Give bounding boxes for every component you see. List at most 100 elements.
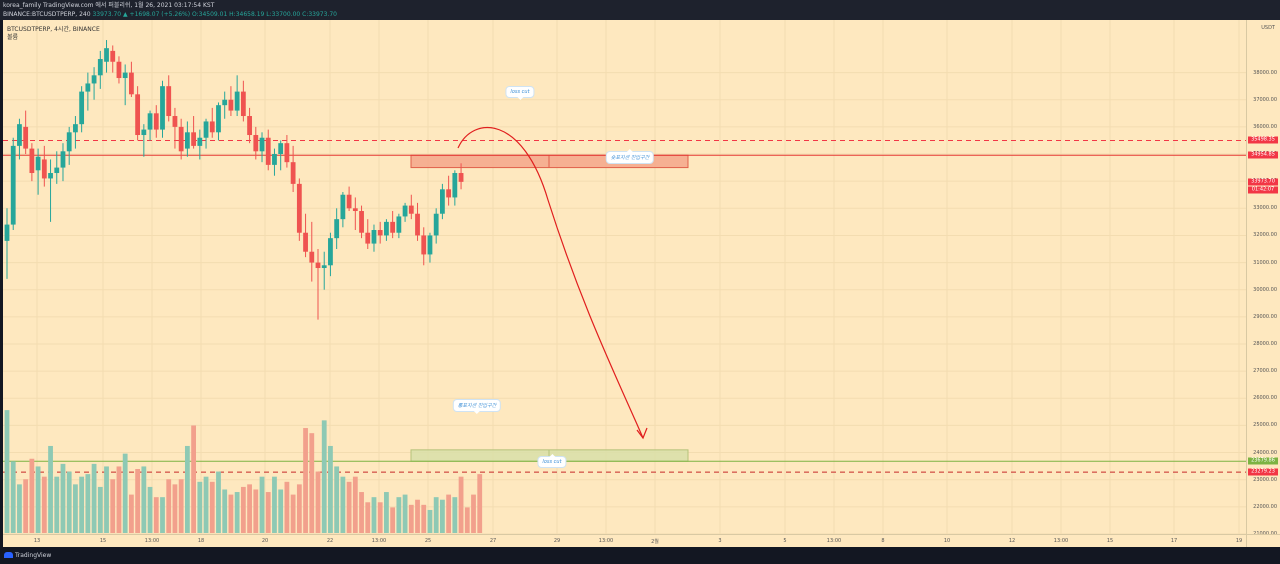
- candle-body: [147, 113, 153, 130]
- candle-body: [365, 232, 371, 244]
- candle-body: [197, 137, 203, 146]
- x-tick-label: 13:00: [826, 538, 842, 544]
- volume-bar: [172, 484, 178, 533]
- volume-bar: [458, 476, 464, 533]
- candle-body: [41, 159, 47, 179]
- price-tag: 01:42:07: [1248, 186, 1278, 194]
- volume-bar: [129, 494, 134, 533]
- projection-arrowhead: [636, 427, 648, 440]
- x-tick-label: 15: [99, 538, 107, 544]
- candle-body: [222, 99, 228, 106]
- candle-body: [234, 91, 240, 111]
- y-tick-label: 21000.00: [1253, 531, 1277, 537]
- candle-body: [10, 145, 16, 225]
- candle-body: [85, 83, 91, 92]
- candle-body: [328, 238, 333, 266]
- symbol-title: BTCUSDTPERP, 4시간, BINANCE: [7, 26, 100, 33]
- candle-body: [265, 137, 271, 165]
- volume-bar: [91, 463, 97, 533]
- candle-body: [315, 262, 321, 269]
- candle-body: [104, 48, 109, 62]
- candle-body: [309, 251, 315, 263]
- candle-body: [4, 224, 10, 241]
- candle-body: [247, 116, 252, 136]
- y-tick-label: 36000.00: [1253, 123, 1277, 130]
- x-tick-label: 8: [881, 538, 885, 544]
- candle-body: [408, 205, 414, 214]
- candle-body: [135, 94, 141, 136]
- volume-bar: [402, 494, 408, 533]
- volume-bar: [17, 484, 22, 533]
- volume-bar: [209, 481, 215, 533]
- volume-bar: [446, 494, 452, 533]
- volume-bar: [228, 494, 234, 533]
- candle-body: [384, 221, 389, 236]
- volume-bar: [122, 453, 128, 533]
- price-tag: 33973.70: [1248, 178, 1278, 186]
- y-tick-label: 38000.00: [1253, 69, 1277, 76]
- price-tag: 35498.35: [1248, 136, 1278, 144]
- candle-body: [352, 208, 358, 212]
- x-tick-label: 22: [326, 538, 334, 544]
- candle-body: [334, 219, 340, 239]
- x-tick-label: 15: [1106, 538, 1114, 544]
- candle-body: [160, 86, 165, 130]
- ohlc-change: ▲ +1698.07 (+5.26%): [123, 11, 191, 18]
- candle-body: [54, 167, 60, 174]
- candle-body: [91, 75, 97, 84]
- ohlc-values: O:34509.01 H:34658.19 L:33700.00 C:33973…: [192, 11, 337, 18]
- volume-bar: [85, 474, 91, 533]
- footer-bar: TradingView: [0, 547, 1280, 564]
- volume-bar: [296, 484, 302, 533]
- price-tag: 23279.23: [1248, 468, 1278, 476]
- candle-body: [259, 137, 265, 152]
- candle-body: [433, 213, 439, 236]
- candle-body: [216, 105, 221, 133]
- x-tick-label: 25: [424, 538, 432, 544]
- candle-body: [228, 99, 234, 111]
- candle-body: [73, 124, 78, 133]
- volume-bar: [427, 509, 433, 533]
- volume-bar: [452, 497, 458, 533]
- price-tag: 23679.86: [1248, 457, 1278, 465]
- candle-body: [452, 173, 458, 198]
- chart-plot-area[interactable]: BTCUSDTPERP, 4시간, BINANCE 볼륨 loss cut 숏포…: [3, 20, 1246, 534]
- volume-bar: [147, 486, 153, 533]
- x-tick-label: 13:00: [371, 538, 387, 544]
- y-tick-label: 32000.00: [1253, 232, 1277, 239]
- price-axis[interactable]: USDT 38000.0037000.0036000.0035000.00340…: [1246, 20, 1280, 537]
- volume-bar: [396, 497, 402, 533]
- candle-body: [203, 121, 209, 138]
- x-tick-label: 2월: [651, 539, 659, 545]
- tradingview-icon: [4, 552, 13, 558]
- volume-bar: [216, 471, 221, 533]
- tradingview-logo[interactable]: TradingView: [4, 551, 51, 560]
- candle-body: [371, 230, 377, 244]
- projection-arrow: [457, 127, 644, 439]
- candle-body: [166, 86, 172, 117]
- volume-bar: [259, 476, 265, 533]
- volume-bar: [247, 484, 252, 533]
- candle-body: [284, 143, 290, 163]
- volume-bar: [365, 502, 371, 533]
- candle-body: [458, 173, 464, 182]
- volume-bar: [153, 497, 159, 533]
- volume-bar: [477, 474, 483, 533]
- candle-body: [303, 232, 308, 252]
- candle-body: [278, 143, 284, 155]
- long-entry-note: 롱포지션 진입구간: [452, 399, 502, 414]
- volume-bar: [54, 476, 60, 533]
- volume-bar: [10, 461, 16, 533]
- time-axis[interactable]: 13 15 13:00 18 20 22 13:00 25 27 29 13:00 2월 3 5 13:00…: [3, 534, 1246, 548]
- candle-body: [359, 211, 364, 233]
- volume-bar: [110, 479, 116, 533]
- ohlc-line: BINANCE:BTCUSDTPERP, 240 33973.70 ▲ +169…: [3, 11, 337, 19]
- candle-body: [48, 173, 53, 179]
- volume-bar: [135, 469, 141, 533]
- volume-bar: [415, 499, 420, 533]
- ohlc-close: 33973.70: [92, 11, 122, 18]
- axis-unit: USDT: [1261, 25, 1275, 31]
- candle-body: [272, 154, 277, 165]
- brand-label: TradingView: [15, 552, 52, 559]
- volume-bar: [471, 494, 476, 533]
